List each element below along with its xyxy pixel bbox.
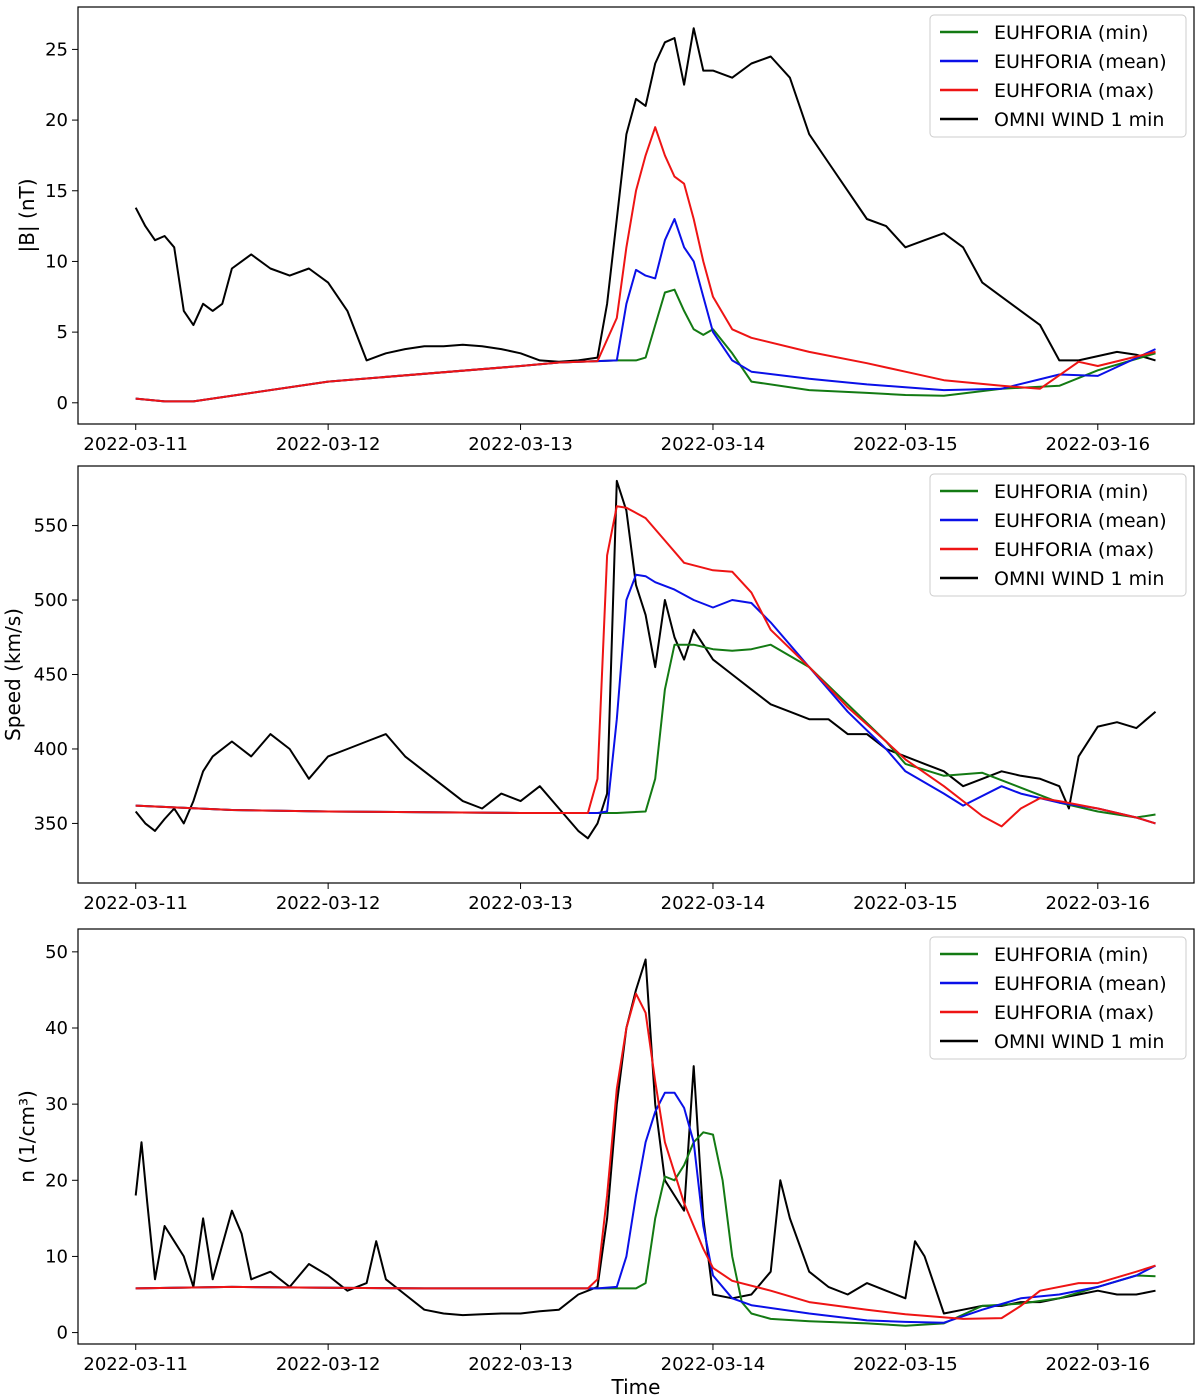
- legend-label-min: EUHFORIA (min): [994, 22, 1149, 44]
- x-tick-label: 2022-03-11: [83, 434, 188, 455]
- legend: EUHFORIA (min) EUHFORIA (mean) EUHFORIA (m…: [929, 936, 1187, 1060]
- y-tick-label: 0: [57, 393, 68, 414]
- legend-label-max: EUHFORIA (max): [994, 1002, 1154, 1024]
- series-line-min: [135, 1131, 1156, 1327]
- series-line-min: [135, 288, 1156, 403]
- x-tick-label: 2022-03-15: [853, 1354, 958, 1375]
- series-line-mean: [135, 218, 1156, 403]
- y-tick-label: 30: [45, 1094, 68, 1115]
- series-line-max: [135, 126, 1156, 403]
- series-line-mean: [135, 573, 1156, 825]
- legend-label-mean: EUHFORIA (mean): [994, 51, 1167, 73]
- x-tick-label: 2022-03-14: [661, 434, 766, 455]
- series-line-max: [135, 505, 1156, 828]
- y-tick-label: 500: [34, 590, 68, 611]
- legend-label-omni: OMNI WIND 1 min: [994, 1031, 1164, 1053]
- series-line-omni: [134, 27, 1156, 363]
- y-tick-label: 350: [34, 813, 68, 834]
- y-tick-label: 50: [45, 942, 68, 963]
- y-tick-label: 550: [34, 516, 68, 537]
- legend-label-max: EUHFORIA (max): [994, 539, 1154, 561]
- y-tick-label: 20: [45, 1170, 68, 1191]
- legend: EUHFORIA (min) EUHFORIA (mean) EUHFORIA (m…: [929, 473, 1187, 597]
- legend-box: [929, 936, 1187, 1060]
- x-axis-label: Time: [611, 1375, 661, 1399]
- plot-frame: [77, 6, 1195, 425]
- y-tick-label: 400: [34, 739, 68, 760]
- legend-label-min: EUHFORIA (min): [994, 944, 1149, 966]
- series-line-max: [135, 992, 1156, 1320]
- legend-label-omni: OMNI WIND 1 min: [994, 109, 1164, 131]
- y-tick-label: 10: [45, 251, 68, 272]
- y-axis-label: Speed (km/s): [1, 608, 25, 741]
- y-tick-label: 450: [34, 665, 68, 686]
- y-tick-label: 10: [45, 1246, 68, 1267]
- x-tick-label: 2022-03-15: [853, 434, 958, 455]
- panel-3: 2022-03-11 2022-03-12 2022-03-13 2022-03-14…: [15, 928, 1195, 1375]
- x-tick-label: 2022-03-16: [1045, 434, 1150, 455]
- x-tick-label: 2022-03-16: [1045, 1354, 1150, 1375]
- x-tick-label: 2022-03-13: [468, 893, 573, 914]
- x-tick-label: 2022-03-13: [468, 434, 573, 455]
- legend-label-max: EUHFORIA (max): [994, 80, 1154, 102]
- x-tick-label: 2022-03-14: [661, 1354, 766, 1375]
- y-tick-label: 15: [45, 181, 68, 202]
- series-line-omni: [134, 479, 1157, 840]
- panel-1: 2022-03-11 2022-03-12 2022-03-13 2022-03-14…: [15, 6, 1195, 455]
- y-tick-label: 0: [57, 1323, 68, 1344]
- y-axis-label: n (1/cm³): [15, 1090, 39, 1183]
- series-line-min: [135, 643, 1156, 819]
- x-tick-label: 2022-03-12: [276, 434, 381, 455]
- x-tick-label: 2022-03-11: [83, 1354, 188, 1375]
- legend-label-min: EUHFORIA (min): [994, 481, 1149, 503]
- plot-frame: [77, 928, 1195, 1345]
- y-axis-label: |B| (nT): [15, 178, 39, 252]
- x-tick-label: 2022-03-13: [468, 1354, 573, 1375]
- y-tick-label: 20: [45, 110, 68, 131]
- x-tick-label: 2022-03-15: [853, 893, 958, 914]
- legend-label-omni: OMNI WIND 1 min: [994, 568, 1164, 590]
- legend-label-mean: EUHFORIA (mean): [994, 510, 1167, 532]
- x-tick-label: 2022-03-11: [83, 893, 188, 914]
- y-tick-label: 40: [45, 1018, 68, 1039]
- x-tick-label: 2022-03-16: [1045, 893, 1150, 914]
- x-tick-label: 2022-03-14: [661, 893, 766, 914]
- x-tick-label: 2022-03-12: [276, 893, 381, 914]
- panel-2: 2022-03-11 2022-03-12 2022-03-13 2022-03-14…: [1, 465, 1195, 914]
- legend-box: [929, 14, 1187, 138]
- y-tick-label: 25: [45, 39, 68, 60]
- legend-box: [929, 473, 1187, 597]
- x-tick-label: 2022-03-12: [276, 1354, 381, 1375]
- legend-label-mean: EUHFORIA (mean): [994, 973, 1167, 995]
- legend: EUHFORIA (min) EUHFORIA (mean) EUHFORIA (m…: [929, 14, 1187, 138]
- y-tick-label: 5: [57, 322, 68, 343]
